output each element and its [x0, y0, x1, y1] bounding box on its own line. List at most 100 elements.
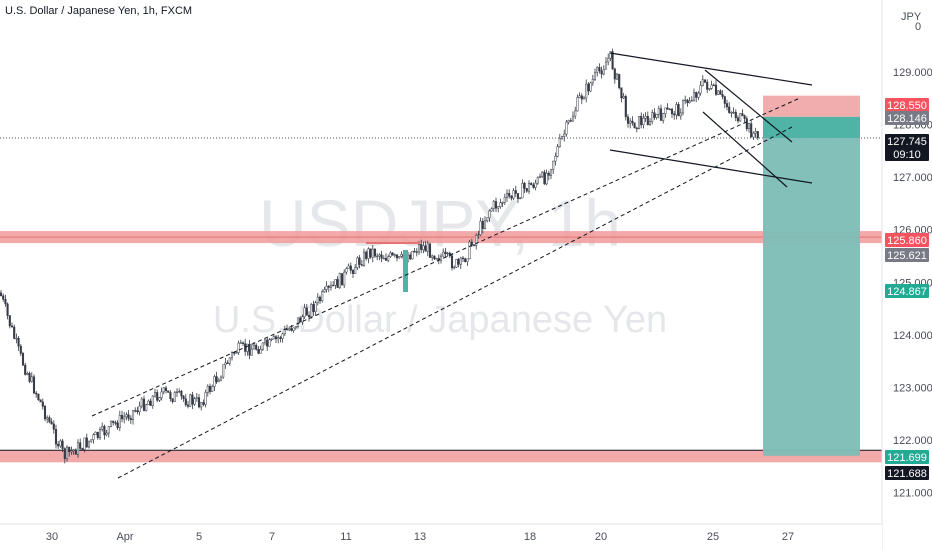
candle — [574, 106, 577, 120]
stop-loss-zone[interactable] — [763, 95, 860, 117]
candle-body — [596, 67, 599, 73]
candle — [226, 360, 229, 364]
candle-body — [237, 342, 240, 353]
candle-body — [175, 391, 179, 393]
price-badge[interactable] — [885, 466, 929, 480]
candle-body — [105, 432, 108, 436]
flag-lower-line[interactable] — [609, 149, 813, 184]
candle-body — [41, 401, 44, 407]
price-badge[interactable] — [885, 450, 929, 464]
candle — [393, 253, 396, 258]
candle — [112, 420, 115, 426]
price-badge[interactable] — [885, 134, 929, 148]
candle-body — [0, 292, 3, 297]
candle — [556, 144, 559, 158]
flag-upper-line[interactable] — [609, 52, 813, 86]
price-badge[interactable] — [885, 147, 929, 161]
candle — [514, 185, 517, 198]
price-badge-label: 121.699 — [887, 452, 927, 464]
time-tick-label: 13 — [414, 531, 426, 543]
candle — [541, 171, 544, 178]
candle-body — [743, 115, 746, 119]
candle-body — [26, 373, 29, 375]
candle — [673, 111, 676, 120]
price-badge[interactable] — [885, 98, 929, 112]
candle-body — [635, 127, 638, 130]
time-tick-label: 27 — [782, 531, 794, 543]
candle — [314, 300, 317, 316]
candle — [684, 95, 687, 105]
candle-body — [618, 73, 621, 89]
candle-body — [266, 339, 269, 347]
candle-body — [15, 337, 18, 340]
candle — [642, 113, 645, 129]
take-profit-zone[interactable] — [763, 116, 860, 456]
candle — [184, 394, 187, 407]
candle — [362, 248, 366, 267]
candle-body — [494, 201, 498, 209]
candle-body — [279, 337, 282, 339]
candle — [83, 437, 86, 453]
candle-body — [54, 429, 58, 445]
candle — [131, 410, 135, 425]
candle-body — [360, 264, 363, 266]
candle — [651, 109, 654, 125]
candle-body — [499, 202, 502, 207]
trendline-layer[interactable] — [91, 52, 813, 479]
candle-body — [433, 255, 436, 260]
candle-body — [94, 431, 97, 436]
zone-layer — [0, 137, 882, 463]
candle-body — [202, 402, 205, 405]
short-position-tool[interactable] — [763, 95, 860, 456]
candle-body — [101, 426, 104, 430]
wedge-upper-line[interactable] — [704, 69, 793, 143]
time-axis[interactable]: 30 Apr 5 7 11 13 18 20 25 27 — [0, 523, 882, 550]
candle-body — [677, 104, 680, 117]
candle-body — [389, 252, 392, 257]
candle — [521, 179, 524, 199]
candle-body — [156, 392, 159, 401]
price-badge-label: 125.621 — [887, 250, 927, 262]
candle-body — [666, 107, 669, 110]
candle-body — [85, 437, 88, 448]
candle-body — [28, 373, 31, 382]
candle-body — [340, 273, 344, 286]
candle — [466, 258, 469, 266]
candle-body — [228, 357, 231, 364]
candle-body — [391, 252, 394, 256]
candle-body — [576, 97, 579, 112]
candle — [239, 339, 242, 344]
candle-body — [19, 345, 22, 354]
candle-body — [508, 193, 511, 197]
wedge-lower-line[interactable] — [702, 111, 788, 188]
price-badge[interactable] — [885, 248, 929, 262]
candle-body — [37, 393, 40, 401]
candle — [237, 340, 240, 355]
channel-upper-line[interactable] — [91, 97, 801, 417]
candle-body — [169, 392, 172, 400]
candle — [525, 187, 528, 193]
candle — [39, 399, 42, 403]
channel-lower-line[interactable] — [117, 126, 793, 479]
price-badge-label: 09:10 — [893, 149, 921, 161]
candle — [488, 209, 491, 222]
candle-body — [600, 70, 603, 75]
candle-body — [387, 256, 390, 261]
candle — [24, 362, 27, 376]
candle-body — [112, 420, 115, 423]
price-badge[interactable] — [885, 284, 929, 298]
candle — [659, 104, 663, 121]
candle — [369, 248, 372, 259]
candle-body — [200, 402, 203, 408]
price-badge[interactable] — [885, 111, 929, 125]
candle-body — [217, 379, 220, 383]
candle — [371, 244, 374, 263]
candle-body — [578, 95, 581, 98]
price-badge[interactable] — [885, 233, 929, 247]
price-axis[interactable]: JPY0129.000128.000127.000126.000125.0001… — [881, 0, 932, 550]
support-resistance-zone[interactable] — [0, 450, 882, 463]
candle-body — [13, 326, 16, 339]
candle — [15, 333, 18, 344]
candle-body — [153, 392, 157, 397]
